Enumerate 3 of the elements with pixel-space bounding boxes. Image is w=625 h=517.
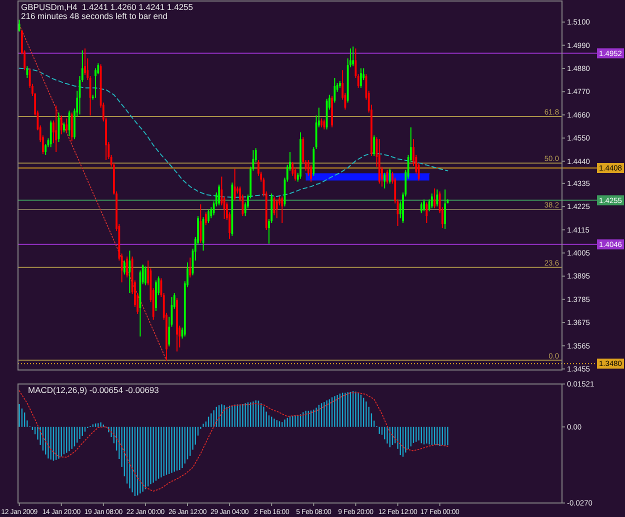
chart-title: GBPUSDm,H4 1.4241 1.4260 1.4241 1.4255 xyxy=(21,2,194,12)
text: 216 minutes 48 seconds left to bar end xyxy=(21,11,168,21)
chart-title: MACD(12,26,9) -0.00654 -0.00693 xyxy=(28,385,160,395)
